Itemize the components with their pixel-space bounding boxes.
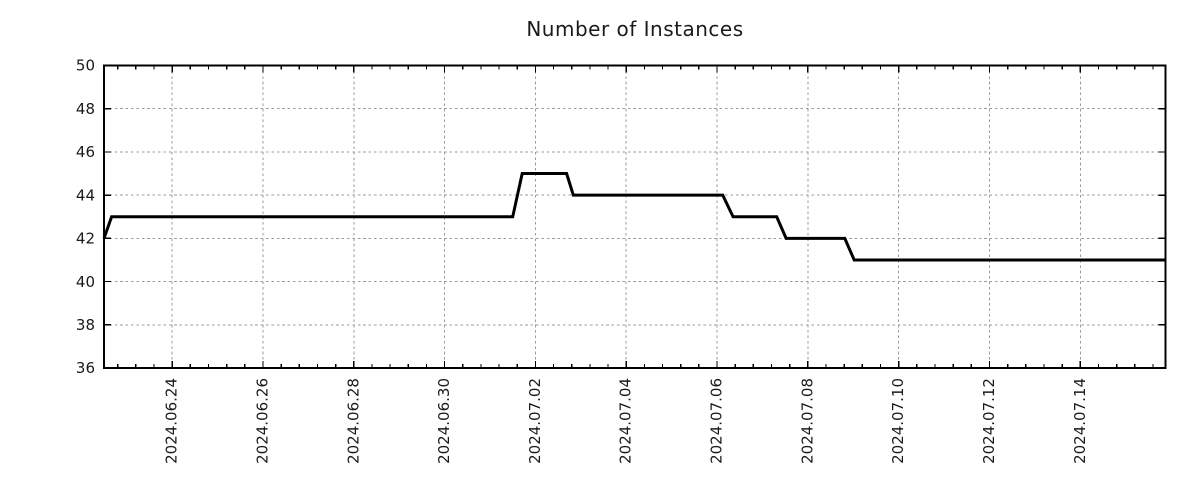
x-tick-label: 2024.06.26 (253, 378, 271, 464)
x-tick-label: 2024.06.30 (435, 378, 453, 464)
x-tick-label: 2024.07.14 (1071, 378, 1089, 464)
y-tick-label: 50 (76, 57, 95, 75)
y-tick-label: 48 (76, 100, 95, 118)
x-tick-label: 2024.07.08 (798, 378, 816, 464)
x-tick-label: 2024.07.04 (617, 378, 635, 464)
x-tick-label: 2024.07.10 (889, 378, 907, 464)
y-tick-label: 46 (76, 143, 95, 161)
y-tick-label: 40 (76, 273, 95, 291)
series-line-instances (102, 172, 1166, 262)
y-tick-label: 42 (76, 230, 95, 248)
chart-title: Number of Instances (526, 17, 744, 41)
x-tick-label: 2024.07.12 (980, 378, 998, 464)
x-tick-label: 2024.06.24 (163, 378, 181, 464)
y-tick-label: 44 (76, 186, 95, 204)
x-tick-label: 2024.06.28 (344, 378, 362, 464)
y-tick-label: 36 (76, 359, 95, 377)
y-tick-label: 38 (76, 316, 95, 334)
x-tick-label: 2024.07.02 (526, 378, 544, 464)
plot-border (103, 64, 1167, 369)
x-tick-label: 2024.07.06 (708, 378, 726, 464)
